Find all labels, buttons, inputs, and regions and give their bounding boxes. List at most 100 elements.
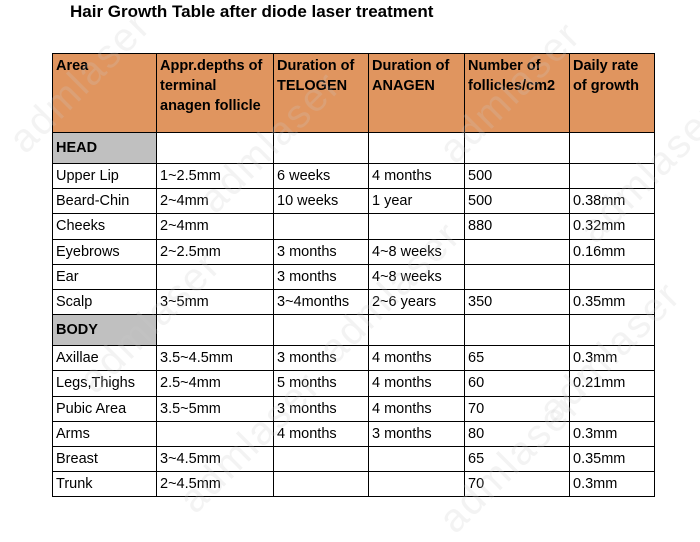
section-label: BODY — [52, 314, 157, 347]
empty-cell — [569, 132, 655, 164]
cell-anagen: 4 months — [368, 345, 465, 372]
section-row-body: BODY — [52, 314, 655, 347]
empty-cell — [156, 314, 274, 347]
cell-area: Beard-Chin — [52, 188, 157, 215]
cell-anagen: 4~8 weeks — [368, 263, 465, 290]
cell-depth: 2~2.5mm — [156, 238, 274, 265]
cell-depth: 2~4mm — [156, 188, 274, 215]
cell-follicles: 350 — [464, 288, 570, 316]
table-row: Arms 4 months 3 months 80 0.3mm — [52, 420, 655, 447]
cell-telogen: 3 months — [273, 263, 369, 290]
table-row: Breast 3~4.5mm 65 0.35mm — [52, 445, 655, 473]
cell-growth-rate: 0.3mm — [569, 471, 655, 498]
cell-follicles: 70 — [464, 471, 570, 498]
empty-cell — [273, 132, 369, 164]
cell-area: Eyebrows — [52, 238, 157, 265]
cell-growth-rate: 0.35mm — [569, 288, 655, 316]
cell-area: Cheeks — [52, 213, 157, 240]
table-header-row: Area Appr.depths of terminal anagen foll… — [52, 53, 655, 133]
cell-growth-rate: 0.3mm — [569, 345, 655, 372]
cell-area: Legs,Thighs — [52, 370, 157, 397]
table-row: Axillae 3.5~4.5mm 3 months 4 months 65 0.3mm — [52, 345, 655, 372]
cell-follicles: 65 — [464, 345, 570, 372]
cell-depth: 3.5~5mm — [156, 395, 274, 422]
cell-anagen: 4 months — [368, 395, 465, 422]
cell-telogen — [273, 213, 369, 240]
table-row: Ear 3 months 4~8 weeks — [52, 263, 655, 290]
empty-cell — [273, 314, 369, 347]
header-telogen: Duration of TELOGEN — [273, 53, 369, 133]
table-row: Beard-Chin 2~4mm 10 weeks 1 year 500 0.38mm — [52, 188, 655, 215]
empty-cell — [464, 132, 570, 164]
cell-growth-rate — [569, 162, 655, 190]
cell-anagen — [368, 213, 465, 240]
empty-cell — [368, 314, 465, 347]
cell-depth: 3~4.5mm — [156, 445, 274, 473]
cell-follicles: 80 — [464, 420, 570, 447]
cell-follicles: 70 — [464, 395, 570, 422]
cell-anagen: 4 months — [368, 370, 465, 397]
cell-growth-rate: 0.32mm — [569, 213, 655, 240]
cell-area: Ear — [52, 263, 157, 290]
cell-area: Scalp — [52, 288, 157, 316]
table-row: Trunk 2~4.5mm 70 0.3mm — [52, 471, 655, 498]
cell-telogen: 3 months — [273, 345, 369, 372]
table-row: Eyebrows 2~2.5mm 3 months 4~8 weeks 0.16mm — [52, 238, 655, 265]
empty-cell — [569, 314, 655, 347]
cell-follicles: 65 — [464, 445, 570, 473]
header-area: Area — [52, 53, 157, 133]
header-anagen: Duration of ANAGEN — [368, 53, 465, 133]
cell-depth: 3~5mm — [156, 288, 274, 316]
empty-cell — [368, 132, 465, 164]
cell-depth: 3.5~4.5mm — [156, 345, 274, 372]
cell-depth — [156, 420, 274, 447]
cell-anagen: 4 months — [368, 162, 465, 190]
cell-follicles — [464, 263, 570, 290]
hair-growth-table: Area Appr.depths of terminal anagen foll… — [52, 53, 655, 498]
cell-depth — [156, 263, 274, 290]
cell-telogen — [273, 471, 369, 498]
cell-telogen: 5 months — [273, 370, 369, 397]
document-title: Hair Growth Table after diode laser trea… — [70, 2, 434, 21]
cell-depth: 1~2.5mm — [156, 162, 274, 190]
header-depth: Appr.depths of terminal anagen follicle — [156, 53, 274, 133]
cell-depth: 2~4.5mm — [156, 471, 274, 498]
cell-growth-rate: 0.3mm — [569, 420, 655, 447]
header-growth-rate: Daily rate of growth — [569, 53, 655, 133]
cell-telogen: 4 months — [273, 420, 369, 447]
cell-growth-rate: 0.35mm — [569, 445, 655, 473]
empty-cell — [156, 132, 274, 164]
cell-depth: 2.5~4mm — [156, 370, 274, 397]
cell-growth-rate: 0.21mm — [569, 370, 655, 397]
cell-area: Breast — [52, 445, 157, 473]
cell-growth-rate — [569, 263, 655, 290]
table-row: Scalp 3~5mm 3~4months 2~6 years 350 0.35mm — [52, 288, 655, 316]
cell-area: Axillae — [52, 345, 157, 372]
cell-follicles: 880 — [464, 213, 570, 240]
cell-anagen: 4~8 weeks — [368, 238, 465, 265]
cell-anagen: 2~6 years — [368, 288, 465, 316]
cell-growth-rate: 0.38mm — [569, 188, 655, 215]
cell-telogen: 3 months — [273, 395, 369, 422]
cell-telogen: 3 months — [273, 238, 369, 265]
cell-telogen: 10 weeks — [273, 188, 369, 215]
cell-follicles: 500 — [464, 162, 570, 190]
cell-anagen — [368, 445, 465, 473]
section-row-head: HEAD — [52, 132, 655, 164]
table-row: Legs,Thighs 2.5~4mm 5 months 4 months 60 0.21… — [52, 370, 655, 397]
header-follicles: Number of follicles/cm2 — [464, 53, 570, 133]
table-row: Cheeks 2~4mm 880 0.32mm — [52, 213, 655, 240]
table-row: Upper Lip 1~2.5mm 6 weeks 4 months 500 — [52, 162, 655, 190]
cell-follicles: 500 — [464, 188, 570, 215]
cell-telogen — [273, 445, 369, 473]
cell-anagen — [368, 471, 465, 498]
cell-growth-rate — [569, 395, 655, 422]
table-row: Pubic Area 3.5~5mm 3 months 4 months 70 — [52, 395, 655, 422]
section-label: HEAD — [52, 132, 157, 164]
cell-area: Arms — [52, 420, 157, 447]
cell-follicles — [464, 238, 570, 265]
cell-anagen: 1 year — [368, 188, 465, 215]
cell-telogen: 6 weeks — [273, 162, 369, 190]
cell-depth: 2~4mm — [156, 213, 274, 240]
cell-telogen: 3~4months — [273, 288, 369, 316]
